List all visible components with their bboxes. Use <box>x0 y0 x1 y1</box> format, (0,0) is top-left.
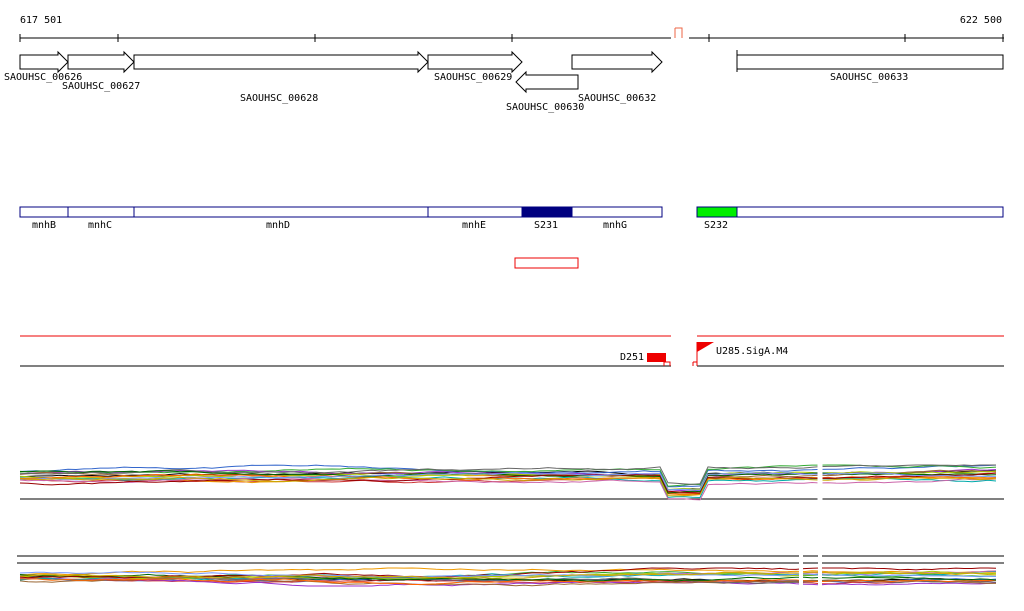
expression-trace <box>19 567 997 576</box>
segment-label: mnhD <box>266 220 290 231</box>
gene-saouhsc-00629[interactable]: SAOUHSC_00629 <box>427 50 523 83</box>
segment-mnhc[interactable] <box>67 206 135 218</box>
feature-label: U285.SigA.M4 <box>716 346 788 357</box>
gene-arrow[interactable] <box>19 50 69 74</box>
segment-mnhb[interactable] <box>19 206 69 218</box>
gene-arrow[interactable] <box>427 50 523 74</box>
segment-track: mnhB mnhC mnhD mnhE S231 mnhG S232 <box>19 206 1004 231</box>
gene-label: SAOUHSC_00629 <box>434 72 512 83</box>
segment-label: mnhB <box>32 220 56 231</box>
ruler-gap-marker <box>674 27 683 38</box>
expression-trace <box>19 571 997 579</box>
expression-trace <box>19 571 997 578</box>
segment-unlabeled[interactable] <box>736 206 1004 218</box>
segment-label: S231 <box>534 220 558 231</box>
expression-trace <box>19 464 996 485</box>
segment-mnhd[interactable] <box>133 206 429 218</box>
ruler-start-label: 617 501 <box>20 15 62 26</box>
expression-trace <box>19 578 997 585</box>
feature-tick <box>663 361 671 366</box>
gene-arrow[interactable] <box>67 50 135 74</box>
feature-block[interactable] <box>647 353 666 362</box>
promoter-flag[interactable] <box>697 342 714 352</box>
gene-label: SAOUHSC_00632 <box>578 93 656 104</box>
gene-saouhsc-00632[interactable]: SAOUHSC_00632 <box>571 50 663 104</box>
gene-arrow[interactable] <box>133 50 429 74</box>
expression-trace <box>19 476 997 497</box>
feature-track: D251 U285.SigA.M4 <box>20 335 1004 367</box>
gene-saouhsc-00626[interactable]: SAOUHSC_00626 <box>4 50 82 83</box>
feature-d251[interactable]: D251 <box>620 352 671 366</box>
expression-trace <box>19 577 997 587</box>
segment-mnhe[interactable] <box>427 206 523 218</box>
expression-trace <box>19 477 997 501</box>
gene-label: SAOUHSC_00633 <box>830 72 908 83</box>
feature-u285[interactable]: U285.SigA.M4 <box>692 342 788 366</box>
expression-track-2 <box>17 550 1004 590</box>
region-highlight-box[interactable] <box>514 257 579 269</box>
ruler-end-label: 622 500 <box>960 15 1002 26</box>
coordinate-ruler: 617 501 622 500 <box>19 15 1004 42</box>
gene-arrow[interactable] <box>571 50 663 74</box>
segment-label: mnhC <box>88 220 112 231</box>
gene-track: SAOUHSC_00626 SAOUHSC_00627 SAOUHSC_0062… <box>4 50 1004 113</box>
segment-label: mnhG <box>603 220 627 231</box>
gene-label: SAOUHSC_00627 <box>62 81 140 92</box>
segment-s231[interactable] <box>521 206 573 218</box>
gene-saouhsc-00628[interactable]: SAOUHSC_00628 <box>133 50 429 104</box>
expression-trace <box>19 470 997 491</box>
expression-track-1-traces <box>19 464 997 501</box>
expression-trace <box>19 472 997 494</box>
gene-saouhsc-00630[interactable]: SAOUHSC_00630 <box>506 70 584 113</box>
gene-box[interactable] <box>736 54 1004 70</box>
feature-tick <box>692 361 697 366</box>
expression-trace <box>19 578 997 585</box>
segment-mnhg[interactable] <box>571 206 663 218</box>
gene-label: SAOUHSC_00628 <box>240 93 318 104</box>
segment-label: S232 <box>704 220 728 231</box>
gene-label: SAOUHSC_00630 <box>506 102 584 113</box>
gene-saouhsc-00633[interactable]: SAOUHSC_00633 <box>736 50 1004 83</box>
segment-label: mnhE <box>462 220 486 231</box>
feature-label: D251 <box>620 352 644 363</box>
segment-s232[interactable] <box>696 206 738 218</box>
gene-label: SAOUHSC_00626 <box>4 72 82 83</box>
gene-arrow[interactable] <box>515 70 579 94</box>
expression-track-1 <box>19 462 1004 501</box>
gene-saouhsc-00627[interactable]: SAOUHSC_00627 <box>62 50 140 92</box>
expression-track-2-traces <box>19 567 997 587</box>
